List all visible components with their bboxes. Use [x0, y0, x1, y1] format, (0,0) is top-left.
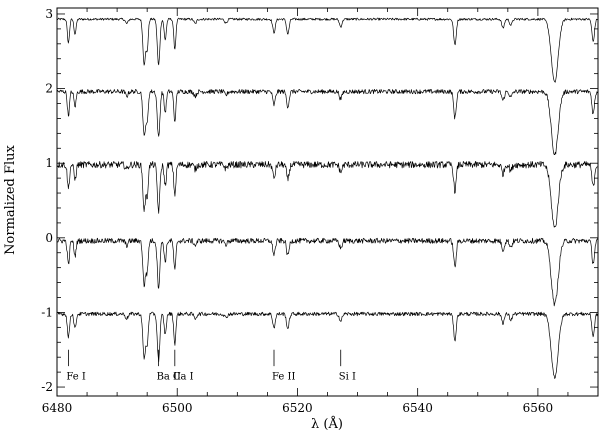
line-marker-label: Si I [339, 372, 356, 383]
x-tick-label: 6520 [282, 401, 313, 415]
y-tick-label: 1 [45, 156, 53, 170]
y-tick-label: -2 [41, 380, 53, 394]
spectrum-line-4 [56, 237, 598, 307]
spectrum-line-2 [56, 88, 598, 156]
x-axis-label: λ (Å) [311, 416, 343, 432]
spectra-series-group [56, 17, 598, 379]
spectrum-line-3 [56, 160, 598, 228]
x-tick-label: 6480 [42, 401, 73, 415]
spectrum-line-5 [56, 311, 598, 379]
line-marker-label: Ba II [157, 372, 181, 383]
y-tick-label: -1 [41, 305, 53, 319]
tick-group: 6480 6500 6520 6540 6560 -2 -1 0 1 2 3 [41, 7, 598, 415]
x-tick-label: 6500 [162, 401, 193, 415]
spectrum-line-1 [56, 17, 598, 83]
y-tick-label: 3 [45, 7, 53, 21]
x-tick-label: 6560 [523, 401, 554, 415]
x-tick-label: 6540 [402, 401, 433, 415]
line-marker-label: Ca I [173, 372, 194, 383]
y-tick-label: 0 [45, 231, 53, 245]
y-tick-label: 2 [45, 82, 53, 96]
y-axis-label: Normalized Flux [3, 144, 18, 254]
line-marker-label: Fe II [272, 372, 295, 383]
line-marker-label: Fe I [66, 372, 85, 383]
plot-frame [56, 7, 599, 397]
